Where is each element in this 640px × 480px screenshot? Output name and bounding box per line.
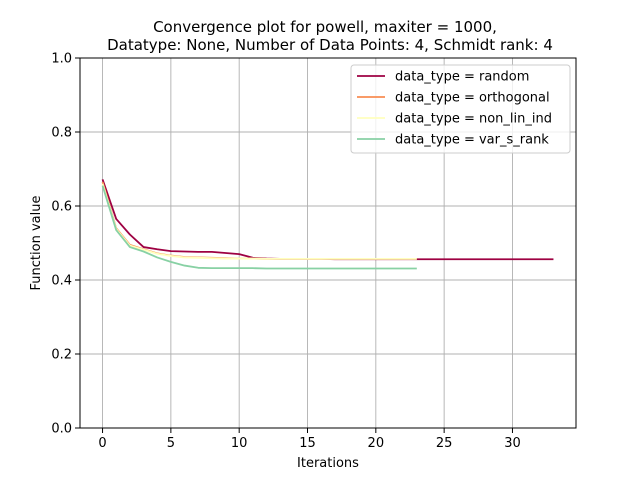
axis-ticks: 0 5 10 15 20 25 30 0.0 0.2 0.4 0.6 0.8 1.0 [51,52,520,452]
y-tick-label: 0.6 [51,200,72,215]
legend: data_type = random data_type = orthogonal… [350,64,571,154]
y-tick-label: 1.0 [51,52,72,67]
y-tick-label: 0.0 [51,422,72,437]
y-axis-label: Function value [29,196,44,291]
legend-label: data_type = random [395,70,529,85]
series-line-data-type-var-s-rank [101,185,417,270]
plot-frame [79,57,577,429]
x-axis-label: Iterations [297,456,359,471]
chart-title-line2: Datatype: None, Number of Data Points: 4… [107,36,553,54]
x-tick-label: 25 [436,436,453,451]
x-tick-label: 10 [231,436,248,451]
legend-label: data_type = var_s_rank [395,133,549,148]
y-tick-label: 0.2 [51,348,72,363]
x-tick-label: 30 [504,436,521,451]
x-tick-label: 0 [98,436,106,451]
y-tick-label: 0.8 [51,126,72,141]
chart-title-line1: Convergence plot for powell, maxiter = 1… [153,18,497,36]
series-lines [101,179,554,270]
y-tick-label: 0.4 [51,274,72,289]
legend-label: data_type = orthogonal [395,91,550,106]
series-line-data-type-random [101,179,554,261]
series-line-data-type-non-lin-ind [101,183,417,260]
x-tick-label: 5 [167,436,175,451]
x-tick-label: 20 [368,436,385,451]
x-tick-label: 15 [299,436,316,451]
legend-label: data_type = non_lin_ind [395,112,552,127]
legend-box [350,64,571,154]
